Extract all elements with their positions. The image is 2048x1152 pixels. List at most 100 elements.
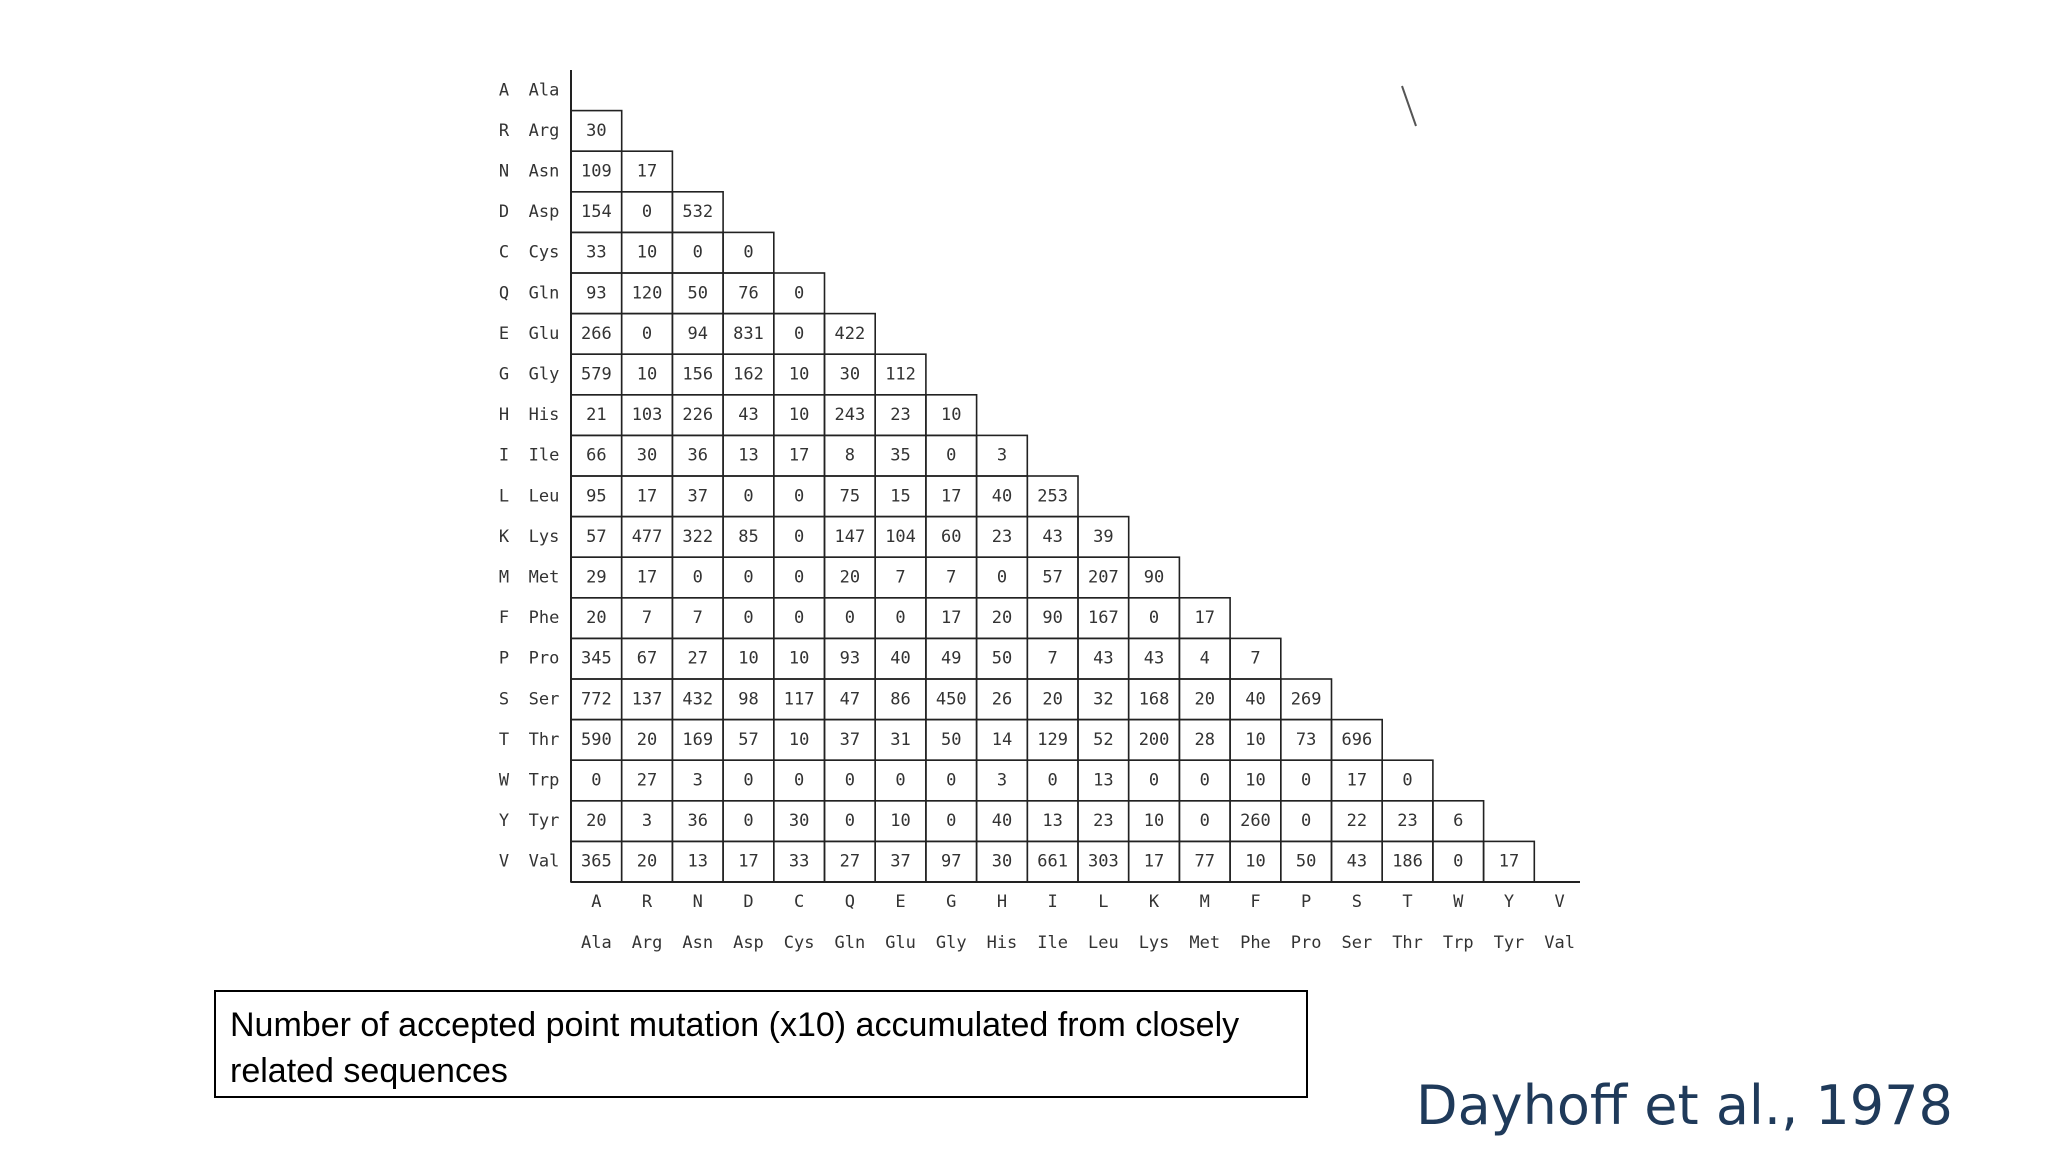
col-code: V (1555, 892, 1565, 912)
cell-value: 50 (688, 283, 708, 303)
cell-value: 17 (637, 568, 657, 588)
row-code: K (499, 527, 510, 547)
cell-value: 57 (738, 730, 758, 750)
cell-value: 10 (1245, 730, 1265, 750)
cell-value: 10 (738, 649, 758, 669)
cell-value: 98 (738, 689, 758, 709)
cell-value: 30 (840, 365, 860, 385)
stray-mark (1401, 85, 1417, 127)
cell-value: 66 (586, 446, 606, 466)
row-name: Arg (529, 121, 560, 141)
cell-value: 137 (632, 689, 663, 709)
cell-value: 7 (693, 608, 703, 628)
cell-value: 28 (1195, 730, 1215, 750)
row-code: Y (499, 811, 509, 831)
cell-value: 13 (1093, 771, 1113, 791)
cell-value: 32 (1093, 689, 1113, 709)
cell-value: 29 (586, 568, 606, 588)
cell-value: 772 (581, 689, 612, 709)
row-name: Cys (529, 243, 560, 263)
cell-value: 0 (642, 324, 652, 344)
cell-value: 20 (1042, 689, 1062, 709)
cell-value: 0 (997, 568, 1007, 588)
cell-value: 23 (1397, 811, 1417, 831)
cell-value: 0 (1149, 771, 1159, 791)
col-name: Gln (834, 933, 865, 953)
cell-value: 831 (733, 324, 764, 344)
cell-value: 85 (738, 527, 758, 547)
cell-value: 269 (1291, 689, 1322, 709)
cell-value: 17 (1144, 852, 1164, 872)
cell-value: 0 (1301, 771, 1311, 791)
cell-value: 10 (789, 365, 809, 385)
cell-value: 207 (1088, 568, 1119, 588)
cell-value: 20 (586, 608, 606, 628)
cell-value: 27 (637, 771, 657, 791)
row-name: Gln (529, 283, 560, 303)
row-code: H (499, 405, 509, 425)
cell-value: 8 (845, 446, 855, 466)
cell-value: 10 (789, 405, 809, 425)
cell-value: 0 (794, 527, 804, 547)
cell-value: 30 (637, 446, 657, 466)
cell-value: 23 (1093, 811, 1113, 831)
cell-value: 0 (946, 446, 956, 466)
cell-value: 36 (688, 446, 708, 466)
row-name: Gly (529, 365, 560, 385)
row-name: Thr (529, 730, 560, 750)
cell-value: 23 (992, 527, 1012, 547)
cell-value: 579 (581, 365, 612, 385)
col-code: G (946, 892, 956, 912)
cell-value: 322 (682, 527, 713, 547)
cell-value: 31 (890, 730, 910, 750)
cell-value: 33 (586, 243, 606, 263)
cell-value: 22 (1347, 811, 1367, 831)
cell-value: 7 (895, 568, 905, 588)
cell-value: 154 (581, 202, 612, 222)
cell-value: 7 (1250, 649, 1260, 669)
row-code: F (499, 608, 509, 628)
row-name: Asp (529, 202, 560, 222)
row-name: Val (529, 852, 560, 872)
row-name: Tyr (529, 811, 560, 831)
cell-value: 696 (1341, 730, 1372, 750)
cell-value: 17 (637, 162, 657, 182)
cell-value: 365 (581, 852, 612, 872)
cell-value: 590 (581, 730, 612, 750)
cell-value: 0 (693, 568, 703, 588)
cell-value: 6 (1453, 811, 1463, 831)
cell-value: 20 (1195, 689, 1215, 709)
row-code: D (499, 202, 509, 222)
cell-value: 0 (1048, 771, 1058, 791)
cell-value: 77 (1195, 852, 1215, 872)
cell-value: 20 (586, 811, 606, 831)
col-name: Cys (784, 933, 815, 953)
cell-value: 0 (591, 771, 601, 791)
cell-value: 13 (1042, 811, 1062, 831)
cell-value: 4 (1200, 649, 1210, 669)
col-code: D (743, 892, 753, 912)
col-code: T (1402, 892, 1412, 912)
cell-value: 43 (738, 405, 758, 425)
col-code: R (642, 892, 653, 912)
cell-value: 94 (688, 324, 708, 344)
cell-value: 90 (1144, 568, 1164, 588)
cell-value: 57 (1042, 568, 1062, 588)
cell-value: 432 (682, 689, 713, 709)
col-name: Ala (581, 933, 612, 953)
col-name: Glu (885, 933, 916, 953)
cell-value: 30 (586, 121, 606, 141)
cell-value: 162 (733, 365, 764, 385)
cell-value: 20 (637, 852, 657, 872)
cell-value: 20 (992, 608, 1012, 628)
cell-value: 0 (845, 608, 855, 628)
cell-value: 0 (1453, 852, 1463, 872)
cell-value: 20 (840, 568, 860, 588)
row-code: R (499, 121, 510, 141)
cell-value: 10 (637, 243, 657, 263)
cell-value: 67 (637, 649, 657, 669)
row-code: E (499, 324, 509, 344)
col-code: Q (845, 892, 855, 912)
cell-value: 0 (794, 486, 804, 506)
